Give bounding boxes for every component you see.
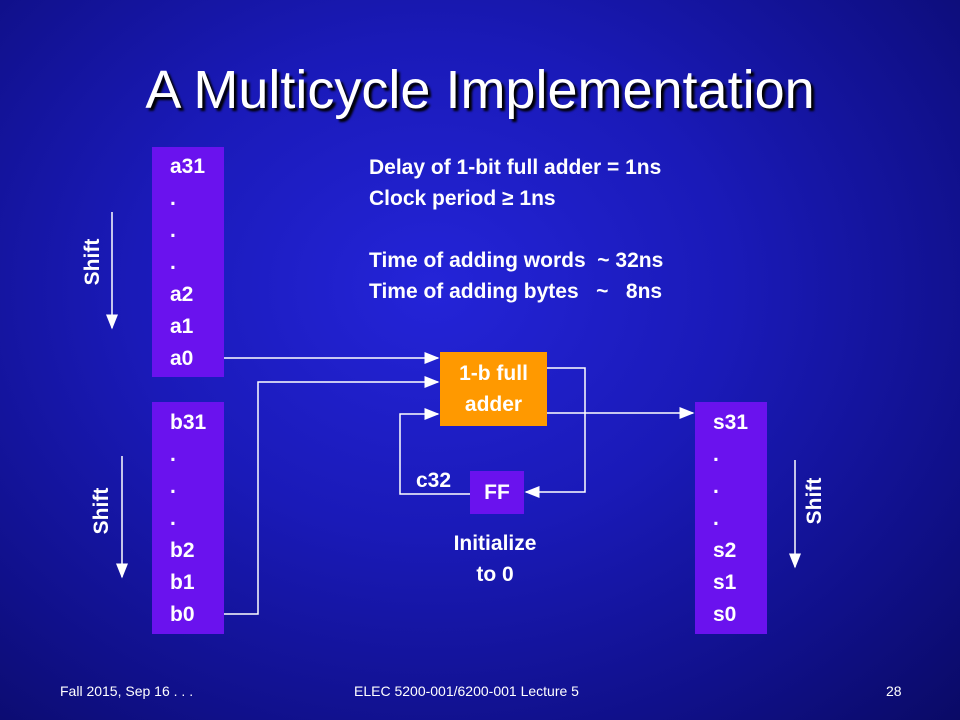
init-label-line2: to 0: [476, 563, 514, 586]
register-s-bit: .: [713, 443, 719, 466]
register-s-bit: s1: [713, 571, 737, 594]
carry-label: c32: [416, 469, 452, 492]
note-words-time: Time of adding words ~ 32ns: [369, 249, 664, 272]
init-label-line1: Initialize: [453, 532, 537, 555]
flipflop-block: FF: [470, 471, 524, 514]
footer-date: Fall 2015, Sep 16 . . .: [60, 683, 194, 699]
register-s-bit: s31: [713, 411, 749, 434]
register-a-bit: a2: [170, 283, 194, 306]
register-b-bit: b0: [170, 603, 195, 626]
register-s-bit: s0: [713, 603, 737, 626]
register-s-bit: s2: [713, 539, 737, 562]
register-a-bit: .: [170, 251, 176, 274]
register-b-bit: b1: [170, 571, 195, 594]
full-adder-block: 1-b full adder: [440, 352, 547, 426]
adder-label-line2: adder: [464, 393, 523, 416]
adder-label-line1: 1-b full: [459, 362, 528, 385]
note-bytes-time: Time of adding bytes ~ 8ns: [369, 280, 663, 303]
init-label: Initialize to 0: [430, 528, 560, 590]
note-adder-delay: Delay of 1-bit full adder = 1ns: [369, 156, 662, 179]
register-b: b31 . . . b2 b1 b0: [152, 402, 224, 634]
register-s: s31 . . . s2 s1 s0: [695, 402, 767, 634]
slide-title: A Multicycle Implementation: [145, 60, 815, 120]
register-s-bit: .: [713, 475, 719, 498]
register-a-bit: a0: [170, 347, 194, 370]
register-s-bit: .: [713, 507, 719, 530]
register-a-bit: a31: [170, 155, 206, 178]
footer-page-number: 28: [886, 683, 902, 699]
note-clock-period: Clock period ≥ 1ns: [369, 187, 556, 210]
register-a: a31 . . . a2 a1 a0: [152, 147, 224, 377]
wire-carry-to-ff: [524, 367, 586, 498]
register-a-bit: .: [170, 187, 176, 210]
register-b-bit: b2: [170, 539, 195, 562]
wire-ff-to-adder: [399, 408, 470, 495]
wire-b0-to-adder: [224, 376, 440, 615]
note-blank: [369, 214, 663, 245]
footer-course: ELEC 5200-001/6200-001 Lecture 5: [354, 683, 579, 699]
register-a-bit: a1: [170, 315, 194, 338]
register-b-bit: .: [170, 475, 176, 498]
shift-label-a: Shift: [81, 238, 104, 286]
register-a-bit: .: [170, 219, 176, 242]
shift-label-b: Shift: [90, 487, 113, 535]
shift-label-s: Shift: [803, 477, 826, 525]
register-b-bit: b31: [170, 411, 207, 434]
timing-notes: Delay of 1-bit full adder = 1ns Clock pe…: [369, 152, 663, 307]
register-b-bit: .: [170, 443, 176, 466]
register-b-bit: .: [170, 507, 176, 530]
